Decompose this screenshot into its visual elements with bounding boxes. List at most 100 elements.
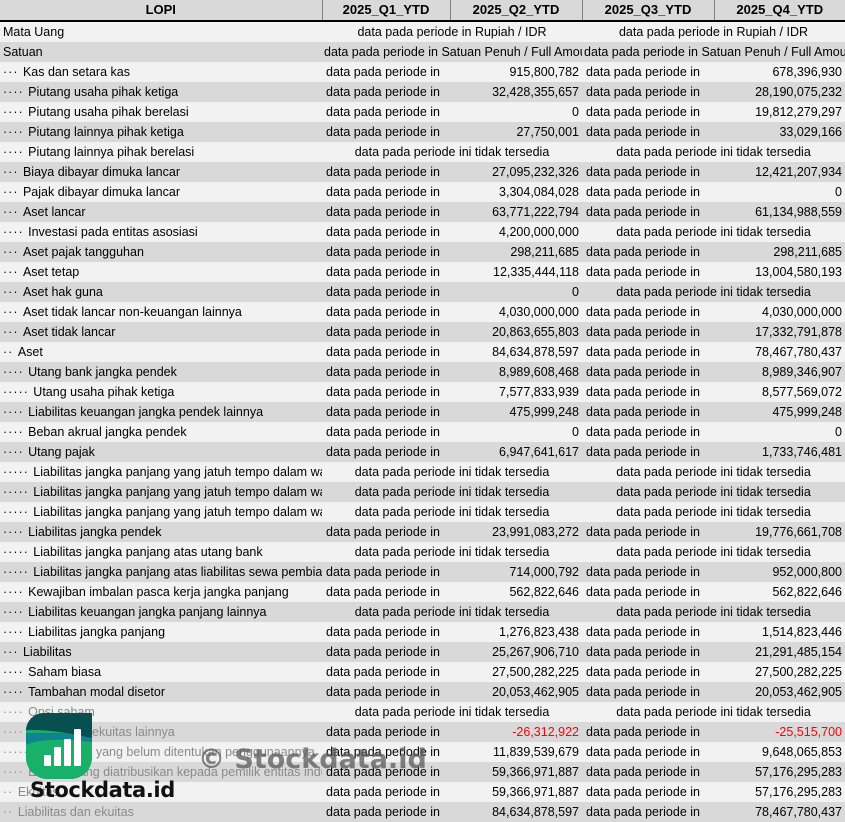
- table-row[interactable]: ···· Kewajiban imbalan pasca kerja jangk…: [0, 582, 845, 602]
- row-label[interactable]: ···· Liabilitas jangka pendek: [0, 522, 322, 542]
- cell-q1-period[interactable]: data pada periode in: [322, 102, 450, 122]
- row-label[interactable]: ··· Aset lancar: [0, 202, 322, 222]
- row-label[interactable]: ··· Aset tidak lancar: [0, 322, 322, 342]
- cell-q1-period[interactable]: data pada periode in: [322, 682, 450, 702]
- cell-q3-period[interactable]: data pada periode in: [582, 182, 714, 202]
- table-row[interactable]: ····· Liabilitas jangka panjang yang jat…: [0, 482, 845, 502]
- cell-q3-q4-unavailable[interactable]: data pada periode ini tidak tersedia: [582, 542, 845, 562]
- row-label[interactable]: ··· Kas dan setara kas: [0, 62, 322, 82]
- row-label[interactable]: ···· Liabilitas jangka panjang: [0, 622, 322, 642]
- row-label[interactable]: ···· Saham biasa: [0, 662, 322, 682]
- cell-q4-value[interactable]: 57,176,295,283: [714, 782, 845, 802]
- cell-q1-period[interactable]: data pada periode in: [322, 382, 450, 402]
- row-label[interactable]: ····· Liabilitas jangka panjang yang jat…: [0, 502, 322, 522]
- cell-q1-period[interactable]: data pada periode in: [322, 442, 450, 462]
- table-row[interactable]: ····· Saldo laba yang belum ditentukan p…: [0, 742, 845, 762]
- row-label[interactable]: ···· Liabilitas keuangan jangka pendek l…: [0, 402, 322, 422]
- cell-q3-period[interactable]: data pada periode in: [582, 102, 714, 122]
- cell-q1-period[interactable]: data pada periode in: [322, 402, 450, 422]
- cell-q3-q4-meta[interactable]: data pada periode in Rupiah / IDR: [582, 21, 845, 42]
- cell-q4-value[interactable]: 61,134,988,559: [714, 202, 845, 222]
- cell-q1-q2-meta[interactable]: data pada periode in Rupiah / IDR: [322, 21, 582, 42]
- table-row[interactable]: ··· Pajak dibayar dimuka lancar data pada…: [0, 182, 845, 202]
- cell-q1-period[interactable]: data pada periode in: [322, 742, 450, 762]
- cell-q4-value[interactable]: 78,467,780,437: [714, 802, 845, 822]
- cell-q2-value[interactable]: 4,200,000,000: [450, 222, 582, 242]
- row-label[interactable]: ···· Investasi pada entitas asosiasi: [0, 222, 322, 242]
- cell-q1-period[interactable]: data pada periode in: [322, 242, 450, 262]
- cell-q4-value[interactable]: 33,029,166: [714, 122, 845, 142]
- cell-q1-period[interactable]: data pada periode in: [322, 362, 450, 382]
- cell-q3-period[interactable]: data pada periode in: [582, 442, 714, 462]
- cell-q4-value[interactable]: 298,211,685: [714, 242, 845, 262]
- cell-q4-value[interactable]: 27,500,282,225: [714, 662, 845, 682]
- column-header-2025-q2-ytd[interactable]: 2025_Q2_YTD: [450, 0, 583, 22]
- cell-q4-value[interactable]: 19,812,279,297: [714, 102, 845, 122]
- cell-q4-value[interactable]: 0: [714, 422, 845, 442]
- table-row[interactable]: ···· Liabilitas jangka pendek data pada p…: [0, 522, 845, 542]
- table-row[interactable]: ··· Aset tetap data pada periode in 12,335…: [0, 262, 845, 282]
- cell-q3-period[interactable]: data pada periode in: [582, 582, 714, 602]
- row-label[interactable]: ·· Aset: [0, 342, 322, 362]
- cell-q4-value[interactable]: 0: [714, 182, 845, 202]
- cell-q1-q2-unavailable[interactable]: data pada periode ini tidak tersedia: [322, 502, 582, 522]
- cell-q1-period[interactable]: data pada periode in: [322, 782, 450, 802]
- table-row[interactable]: ··· Liabilitas data pada periode in 25,267…: [0, 642, 845, 662]
- cell-q4-value[interactable]: 1,514,823,446: [714, 622, 845, 642]
- table-row[interactable]: ···· Liabilitas jangka panjang data pada …: [0, 622, 845, 642]
- cell-q2-value[interactable]: 25,267,906,710: [450, 642, 582, 662]
- cell-q3-q4-unavailable[interactable]: data pada periode ini tidak tersedia: [582, 142, 845, 162]
- table-row[interactable]: ···· Piutang lainnya pihak berelasi data …: [0, 142, 845, 162]
- cell-q2-value[interactable]: 562,822,646: [450, 582, 582, 602]
- cell-q3-period[interactable]: data pada periode in: [582, 622, 714, 642]
- cell-q2-value[interactable]: 32,428,355,657: [450, 82, 582, 102]
- table-row[interactable]: ·· Aset data pada periode in 84,634,878,59…: [0, 342, 845, 362]
- cell-q4-value[interactable]: 9,648,065,853: [714, 742, 845, 762]
- cell-q4-value[interactable]: 475,999,248: [714, 402, 845, 422]
- table-row[interactable]: ···· Utang bank jangka pendek data pada p…: [0, 362, 845, 382]
- cell-q2-value[interactable]: 714,000,792: [450, 562, 582, 582]
- table-row[interactable]: Satuan data pada periode in Satuan Penuh …: [0, 42, 845, 62]
- table-row[interactable]: ····· Utang usaha pihak ketiga data pada …: [0, 382, 845, 402]
- row-label[interactable]: ··· Pajak dibayar dimuka lancar: [0, 182, 322, 202]
- row-label[interactable]: ··· Aset tetap: [0, 262, 322, 282]
- cell-q4-value[interactable]: 4,030,000,000: [714, 302, 845, 322]
- column-header-2025-q1-ytd[interactable]: 2025_Q1_YTD: [322, 0, 451, 22]
- table-row[interactable]: ···· Ekuitas yang diatribusikan kepada p…: [0, 762, 845, 782]
- table-row[interactable]: ··· Kas dan setara kas data pada periode …: [0, 62, 845, 82]
- cell-q3-q4-unavailable[interactable]: data pada periode ini tidak tersedia: [582, 462, 845, 482]
- table-row[interactable]: ····· Liabilitas jangka panjang atas uta…: [0, 542, 845, 562]
- cell-q1-period[interactable]: data pada periode in: [322, 122, 450, 142]
- cell-q3-q4-unavailable[interactable]: data pada periode ini tidak tersedia: [582, 502, 845, 522]
- row-label[interactable]: ····· Saldo laba yang belum ditentukan p…: [0, 742, 322, 762]
- cell-q3-period[interactable]: data pada periode in: [582, 162, 714, 182]
- cell-q1-period[interactable]: data pada periode in: [322, 422, 450, 442]
- cell-q3-q4-unavailable[interactable]: data pada periode ini tidak tersedia: [582, 602, 845, 622]
- row-label[interactable]: ···· Beban akrual jangka pendek: [0, 422, 322, 442]
- column-header-2025-q4-ytd[interactable]: 2025_Q4_YTD: [714, 0, 845, 22]
- row-label[interactable]: ··· Biaya dibayar dimuka lancar: [0, 162, 322, 182]
- row-label[interactable]: ····· Liabilitas jangka panjang atas lia…: [0, 562, 322, 582]
- cell-q2-value[interactable]: 27,500,282,225: [450, 662, 582, 682]
- cell-q3-period[interactable]: data pada periode in: [582, 382, 714, 402]
- cell-q1-period[interactable]: data pada periode in: [322, 322, 450, 342]
- cell-q1-q2-unavailable[interactable]: data pada periode ini tidak tersedia: [322, 482, 582, 502]
- cell-q1-q2-unavailable[interactable]: data pada periode ini tidak tersedia: [322, 142, 582, 162]
- cell-q2-value[interactable]: 7,577,833,939: [450, 382, 582, 402]
- row-label[interactable]: ····· Utang usaha pihak ketiga: [0, 382, 322, 402]
- cell-q1-period[interactable]: data pada periode in: [322, 722, 450, 742]
- cell-q4-value[interactable]: 20,053,462,905: [714, 682, 845, 702]
- row-label[interactable]: ···· Piutang usaha pihak berelasi: [0, 102, 322, 122]
- cell-q1-period[interactable]: data pada periode in: [322, 642, 450, 662]
- cell-q3-period[interactable]: data pada periode in: [582, 402, 714, 422]
- row-label[interactable]: ··· Aset hak guna: [0, 282, 322, 302]
- table-row[interactable]: ···· Investasi pada entitas asosiasi data…: [0, 222, 845, 242]
- cell-q4-value[interactable]: 8,577,569,072: [714, 382, 845, 402]
- cell-q1-q2-unavailable[interactable]: data pada periode ini tidak tersedia: [322, 462, 582, 482]
- row-label[interactable]: ···· Piutang lainnya pihak ketiga: [0, 122, 322, 142]
- cell-q4-value[interactable]: 562,822,646: [714, 582, 845, 602]
- cell-q4-value[interactable]: 28,190,075,232: [714, 82, 845, 102]
- row-label[interactable]: ···· Liabilitas keuangan jangka panjang …: [0, 602, 322, 622]
- cell-q4-value[interactable]: 952,000,800: [714, 562, 845, 582]
- cell-q2-value[interactable]: 0: [450, 422, 582, 442]
